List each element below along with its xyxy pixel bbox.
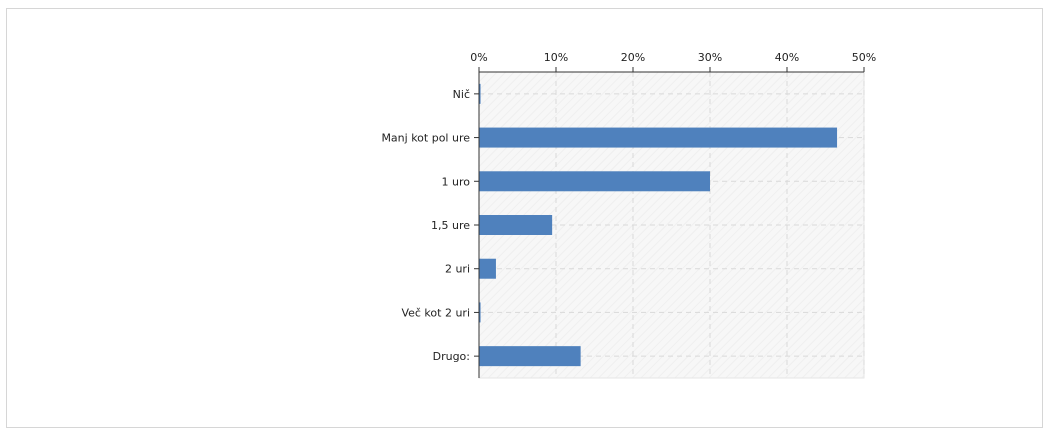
category-label: Manj kot pol ure [381, 132, 470, 145]
bar-chart: 0% 10% 20% 30% 40% 50% Nič Manj kot pol ure 1 ur… [381, 51, 876, 379]
bar [479, 83, 481, 104]
x-tick-label: 40% [775, 51, 799, 64]
bar [479, 346, 581, 367]
category-label: 2 uri [445, 263, 470, 276]
bar [479, 215, 553, 235]
category-label: Nič [453, 88, 470, 101]
x-tick-label: 50% [852, 51, 876, 64]
category-label: 1 uro [442, 175, 471, 188]
x-tick-label: 0% [470, 51, 487, 64]
x-tick-label: 10% [544, 51, 568, 64]
x-tick-label: 30% [698, 51, 722, 64]
category-label: 1,5 ure [431, 219, 470, 232]
category-label: Drugo: [433, 350, 470, 363]
bar [479, 258, 496, 279]
x-tick-label: 20% [621, 51, 645, 64]
bar [479, 171, 710, 192]
bar [479, 127, 838, 148]
category-label: Več kot 2 uri [401, 306, 470, 319]
bar [479, 302, 481, 323]
